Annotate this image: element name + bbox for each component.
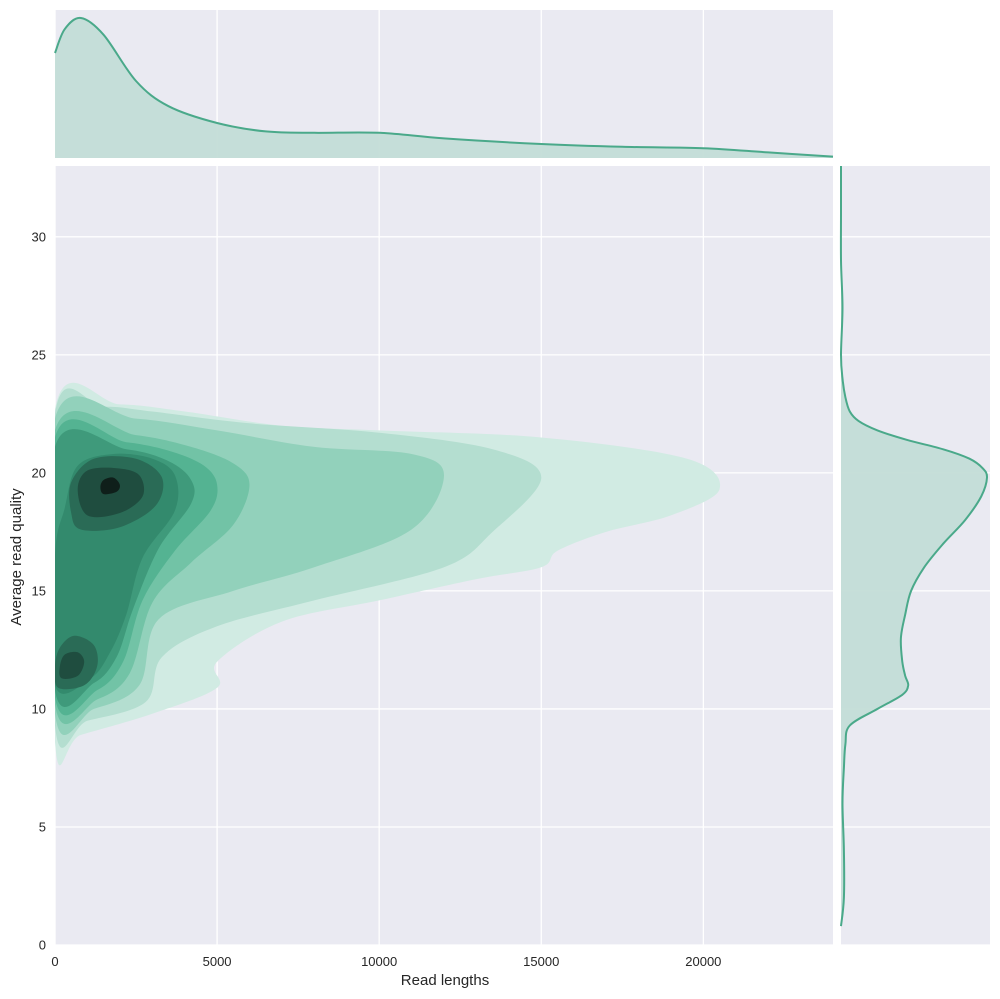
x-marginal-area	[55, 17, 833, 159]
y-tick-label: 30	[32, 229, 46, 244]
y-axis-label: Average read quality	[8, 488, 25, 626]
top-marginal-panel	[54, 10, 834, 159]
x-axis-label: Read lengths	[401, 972, 489, 989]
x-tick-label: 20000	[685, 954, 721, 969]
density-level-9	[59, 651, 85, 679]
main-density-panel	[54, 166, 833, 946]
x-tick-label: 0	[51, 954, 58, 969]
y-tick-label: 0	[39, 938, 46, 953]
x-tick-label: 15000	[523, 954, 559, 969]
right-marginal-panel	[839, 166, 990, 946]
y-marginal-area	[840, 166, 988, 927]
x-tick-label: 5000	[203, 954, 232, 969]
x-marginal-curve	[54, 16, 834, 158]
y-tick-label: 15	[32, 583, 46, 598]
axis-ticks: 0 5000 10000 15000 20000 0 5 10 15 20 25 30	[32, 229, 722, 969]
y-tick-label: 20	[32, 465, 46, 480]
y-tick-label: 5	[39, 819, 46, 834]
y-tick-label: 25	[32, 347, 46, 362]
density-level-10	[100, 477, 120, 495]
y-marginal-curve	[839, 166, 989, 927]
x-tick-label: 10000	[361, 954, 397, 969]
y-tick-label: 10	[32, 701, 46, 716]
